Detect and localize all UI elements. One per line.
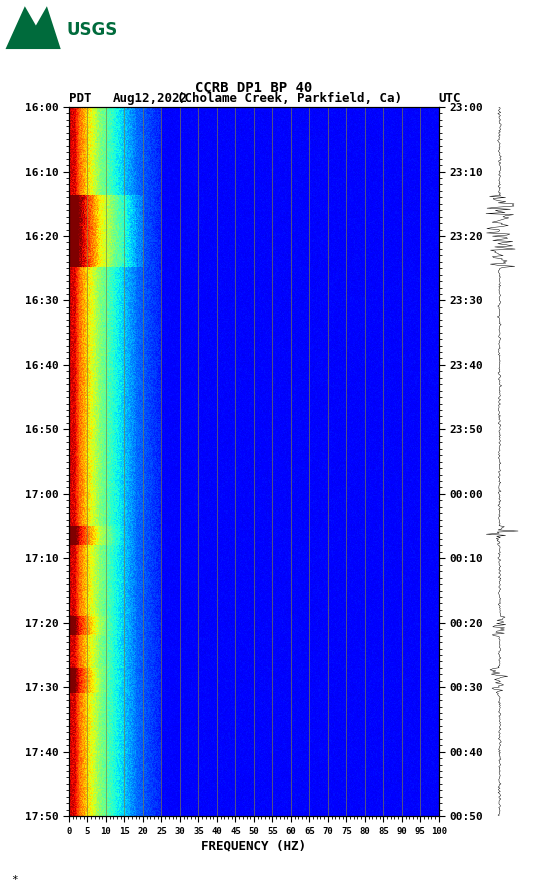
Text: USGS: USGS xyxy=(66,21,118,38)
Text: UTC: UTC xyxy=(439,92,461,105)
Polygon shape xyxy=(6,6,61,49)
X-axis label: FREQUENCY (HZ): FREQUENCY (HZ) xyxy=(201,839,306,853)
Text: (Cholame Creek, Parkfield, Ca): (Cholame Creek, Parkfield, Ca) xyxy=(177,92,402,105)
Text: Aug12,2022: Aug12,2022 xyxy=(113,92,188,105)
Text: *: * xyxy=(11,875,18,885)
Text: PDT: PDT xyxy=(69,92,92,105)
Text: CCRB DP1 BP 40: CCRB DP1 BP 40 xyxy=(195,81,312,95)
